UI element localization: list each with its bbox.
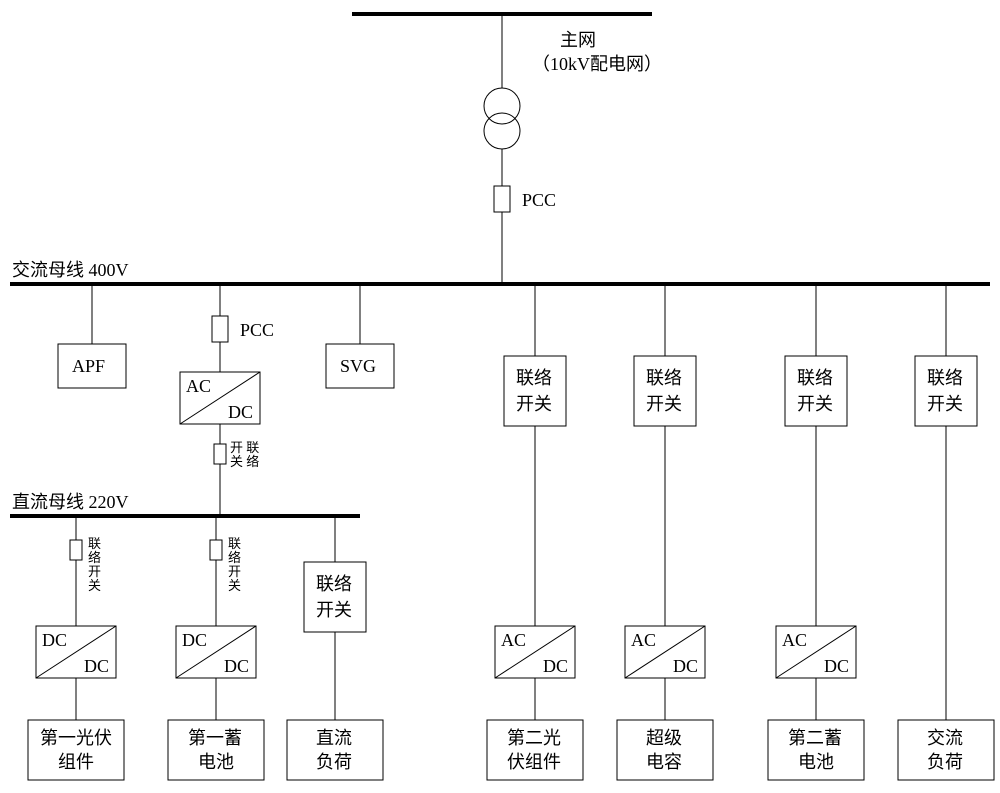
svg-text:DC: DC [84, 656, 109, 676]
svg-text:负荷: 负荷 [927, 752, 963, 772]
svg-text:AC: AC [501, 630, 526, 650]
svg-text:直流: 直流 [316, 728, 352, 748]
svg-text:DC: DC [182, 630, 207, 650]
single-line-diagram: 主网 （10kV配电网） PCC 交流母线 400V APF PCC AC DC… [0, 0, 1000, 793]
svg-text:DC: DC [228, 402, 253, 422]
ac-tie-box-0: 联络 开关 [504, 284, 566, 626]
svg-text:开关: 开关 [927, 394, 963, 414]
transformer-icon [484, 88, 520, 149]
svg-text:电池: 电池 [198, 752, 234, 772]
svg-text:电容: 电容 [646, 752, 682, 772]
svg-text:DC: DC [42, 630, 67, 650]
svg-text:AC: AC [186, 376, 211, 396]
svg-text:联络: 联络 [797, 368, 833, 388]
svg-text:开: 开 [88, 564, 101, 579]
ac-lower-branch-1: AC DC 超级 电容 [617, 626, 713, 780]
svg-text:开关: 开关 [516, 394, 552, 414]
main-grid-title-1: 主网 [560, 30, 596, 50]
svg-text:第二蓄: 第二蓄 [788, 728, 842, 748]
tie-switch-small-label-1: 开 联 [230, 440, 259, 455]
svg-text:超级: 超级 [646, 728, 682, 748]
svg-text:联: 联 [88, 536, 101, 551]
svg-text:第一光伏: 第一光伏 [40, 728, 112, 748]
svg-text:交流: 交流 [927, 728, 963, 748]
pcc2-switch-icon [212, 316, 228, 342]
svg-text:DC: DC [824, 656, 849, 676]
svg-text:联: 联 [228, 536, 241, 551]
svg-text:第二光: 第二光 [507, 728, 561, 748]
svg-text:络: 络 [88, 550, 101, 565]
svg-text:电池: 电池 [798, 752, 834, 772]
tie-switch-small-icon [214, 444, 226, 464]
ac-tie-box-2: 联络 开关 [785, 284, 847, 626]
svg-text:开关: 开关 [316, 600, 352, 620]
ac-lower-branch-3: 交流 负荷 [898, 720, 994, 780]
svg-text:第一蓄: 第一蓄 [188, 728, 242, 748]
ac-bus-label: 交流母线 400V [12, 260, 129, 280]
svg-text:AC: AC [631, 630, 656, 650]
svg-text:开关: 开关 [797, 394, 833, 414]
svg-text:DC: DC [224, 656, 249, 676]
svg-text:关: 关 [228, 578, 241, 593]
pcc2-label: PCC [240, 320, 274, 340]
svg-text:组件: 组件 [58, 752, 94, 772]
svg-text:开: 开 [228, 564, 241, 579]
svg-text:联络: 联络 [516, 368, 552, 388]
ac-lower-branch-0: AC DC 第二光 伏组件 [487, 626, 583, 780]
ac-tie-box-1: 联络 开关 [634, 284, 696, 626]
acdc-main-converter: AC DC [180, 372, 260, 424]
svg-text:DC: DC [673, 656, 698, 676]
svg-text:联络: 联络 [927, 368, 963, 388]
apf-label: APF [72, 356, 105, 376]
svg-text:联络: 联络 [316, 574, 352, 594]
svg-text:络: 络 [228, 550, 241, 565]
svg-text:负荷: 负荷 [316, 752, 352, 772]
ac-lower-branch-2: AC DC 第二蓄 电池 [768, 626, 864, 780]
pcc-label-main: PCC [522, 190, 556, 210]
svg-text:AC: AC [782, 630, 807, 650]
ac-tie-box-3: 联络 开关 [915, 284, 977, 720]
dc-branch-1: 联 络 开 关 DC DC 第一蓄 电池 [168, 516, 264, 780]
dc-branch-0: 联 络 开 关 DC DC 第一光伏 组件 [28, 516, 124, 780]
svg-label: SVG [340, 356, 376, 376]
pcc-switch-icon [494, 186, 510, 212]
dc-branch-2: 联络 开关 直流 负荷 [287, 516, 383, 780]
svg-text:联络: 联络 [646, 368, 682, 388]
svg-text:关: 关 [88, 578, 101, 593]
main-grid-title-2: （10kV配电网） [532, 54, 662, 74]
tie-switch-small-label-2: 关 络 [230, 454, 259, 469]
svg-text:伏组件: 伏组件 [507, 752, 561, 772]
dc-bus-label: 直流母线 220V [12, 492, 129, 512]
svg-text:DC: DC [543, 656, 568, 676]
svg-text:开关: 开关 [646, 394, 682, 414]
